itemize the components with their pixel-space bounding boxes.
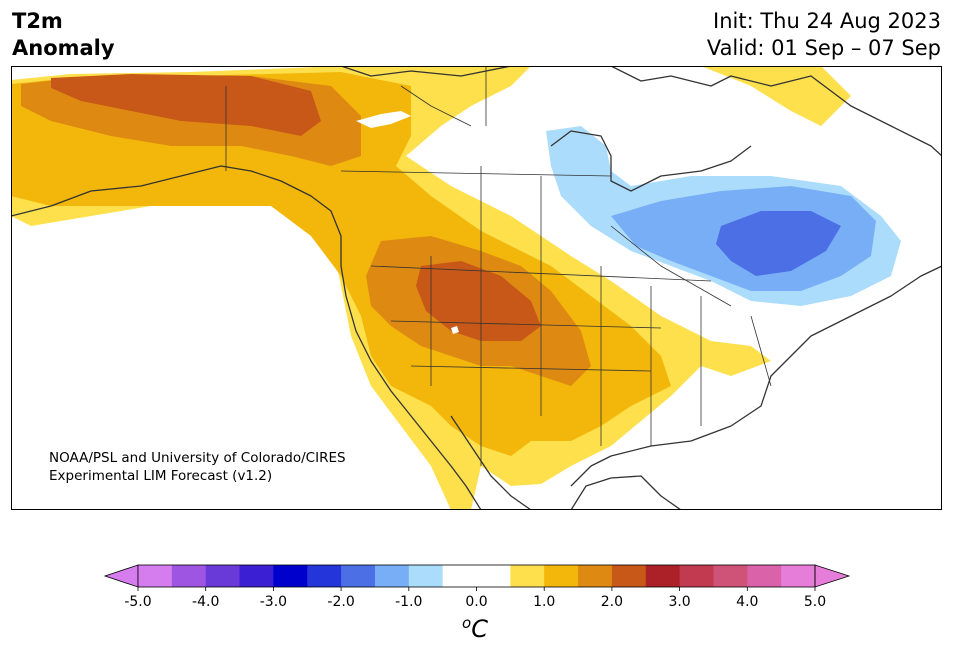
anomaly-warm-1-arctic <box>701 66 851 126</box>
colorbar-cell <box>781 565 816 587</box>
valid-dates: Valid: 01 Sep – 07 Sep <box>706 36 941 60</box>
colorbar-unit: oC <box>462 614 488 643</box>
colorbar-cell <box>611 565 647 587</box>
colorbar-cells <box>103 564 851 588</box>
colorbar-tick-label: -3.0 <box>260 594 287 610</box>
colorbar-ticks: -5.0 -4.0 -3.0 -2.0 -1.0 0.0 1.0 2.0 3.0 4.0 5.0 <box>124 587 826 610</box>
credit-line-2: Experimental LIM Forecast (v1.2) <box>49 468 273 484</box>
colorbar-cell <box>578 565 613 587</box>
colorbar-cell <box>307 565 342 587</box>
init-date: Init: Thu 24 Aug 2023 <box>713 9 941 33</box>
colorbar-tick-label: -4.0 <box>192 594 219 610</box>
colorbar-cell <box>544 565 579 587</box>
colorbar-tick-label: 4.0 <box>736 594 758 610</box>
colorbar-cell <box>138 565 173 587</box>
colorbar-cell <box>239 565 274 587</box>
colorbar-tick-label: 0.0 <box>465 594 487 610</box>
colorbar-tick-label: 1.0 <box>533 594 555 610</box>
title-line-2: Anomaly <box>12 36 115 60</box>
anomaly-hole-north <box>356 111 411 128</box>
colorbar-cell <box>510 565 545 587</box>
forecast-dates: Init: Thu 24 Aug 2023 Valid: 01 Sep – 07… <box>707 8 941 62</box>
coastlines <box>11 66 942 510</box>
unit-celsius: C <box>471 615 488 643</box>
colorbar-cell <box>476 565 511 587</box>
colorbar-cell <box>374 565 410 587</box>
colorbar-cell <box>747 565 782 587</box>
colorbar-cell <box>171 565 207 587</box>
colorbar-tick-label: -2.0 <box>327 594 354 610</box>
colorbar-cell <box>205 565 241 587</box>
colorbar-tick-label: 3.0 <box>668 594 690 610</box>
colorbar-cell <box>645 565 681 587</box>
colorbar-tick-label: 2.0 <box>601 594 623 610</box>
colorbar-cell <box>442 565 477 587</box>
unit-degree: o <box>462 614 472 632</box>
colorbar-under-extension <box>103 564 139 588</box>
colorbar-tick-label: 5.0 <box>804 594 826 610</box>
title-line-1: T2m <box>12 9 63 33</box>
anomaly-warm-4 <box>51 74 541 341</box>
political-borders <box>225 66 772 466</box>
colorbar-cell <box>341 565 376 587</box>
anomaly-hole-rockies <box>451 326 459 334</box>
anomaly-cool-3 <box>716 211 841 276</box>
map-frame <box>11 66 942 510</box>
forecast-credit: NOAA/PSL and University of Colorado/CIRE… <box>49 449 346 485</box>
colorbar: -5.0 -4.0 -3.0 -2.0 -1.0 0.0 1.0 2.0 3.0 4.0 5.0 <box>103 564 851 610</box>
colorbar-cell <box>713 565 748 587</box>
map-title: T2m Anomaly <box>12 8 115 62</box>
colorbar-tick-label: -1.0 <box>395 594 422 610</box>
colorbar-cell <box>408 565 444 587</box>
credit-line-1: NOAA/PSL and University of Colorado/CIRE… <box>49 450 346 466</box>
colorbar-tick-label: -5.0 <box>124 594 151 610</box>
colorbar-cell <box>273 565 308 587</box>
colorbar-cell <box>679 565 714 587</box>
anomaly-map <box>11 66 942 510</box>
colorbar-over-extension <box>814 564 851 588</box>
